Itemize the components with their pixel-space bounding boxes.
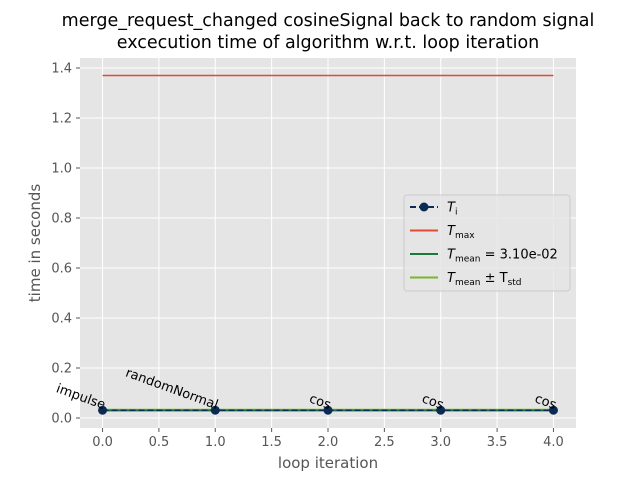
legend-entry-label: Tmean ± Tstd (447, 271, 522, 288)
legend-entry-label: Tmax (447, 224, 475, 241)
x-tick-label: 0.0 (92, 435, 113, 450)
chart-title-line2: excecution time of algorithm w.r.t. loop… (117, 33, 540, 53)
y-tick-label: 0.8 (51, 212, 72, 227)
y-tick-label: 0.4 (51, 312, 72, 327)
legend-box (403, 194, 571, 292)
x-tick-label: 0.5 (149, 435, 170, 450)
annotation-label: cos (533, 391, 559, 413)
x-tick-label: 3.5 (487, 435, 508, 450)
y-tick-label: 0.0 (51, 412, 72, 427)
y-tick-label: 0.6 (51, 262, 72, 277)
series-ti-point (548, 405, 558, 415)
grid (80, 58, 576, 428)
y-tick-label: 1.4 (51, 62, 72, 77)
series-ti-point (210, 405, 220, 415)
annotation-label: cos (307, 391, 333, 413)
x-tick-label: 1.0 (205, 435, 226, 450)
x-tick-label: 2.0 (318, 435, 339, 450)
x-tick-label: 4.0 (543, 435, 564, 450)
x-tick-label: 3.0 (430, 435, 451, 450)
series-layer (98, 74, 558, 415)
legend-entry-label: Tmean = 3.10e-02 (447, 248, 558, 265)
series-ti-point (323, 405, 333, 415)
x-axis-label: loop iteration (278, 454, 378, 472)
y-tick-label: 1.2 (51, 112, 72, 127)
y-tick-label: 1.0 (51, 162, 72, 177)
annotation-label: cos (420, 391, 446, 413)
y-ticks: 0.0 0.2 0.4 0.6 0.8 1.0 1.2 1.4 (51, 62, 80, 427)
legend: Ti Tmax Tmean = 3.10e-02 Tmean ± Tstd (403, 194, 571, 292)
x-tick-label: 1.5 (261, 435, 282, 450)
series-ti-point (98, 405, 108, 415)
legend-entry-label: Ti (447, 201, 457, 218)
x-tick-label: 2.5 (374, 435, 395, 450)
series-ti-point (436, 405, 446, 415)
chart-title-line1: merge_request_changed cosineSignal back … (62, 11, 595, 31)
y-axis-label: time in seconds (26, 184, 44, 303)
x-ticks: 0.0 0.5 1.0 1.5 2.0 2.5 3.0 3.5 4.0 (92, 428, 564, 450)
y-tick-label: 0.2 (51, 362, 72, 377)
legend-marker (419, 202, 429, 212)
